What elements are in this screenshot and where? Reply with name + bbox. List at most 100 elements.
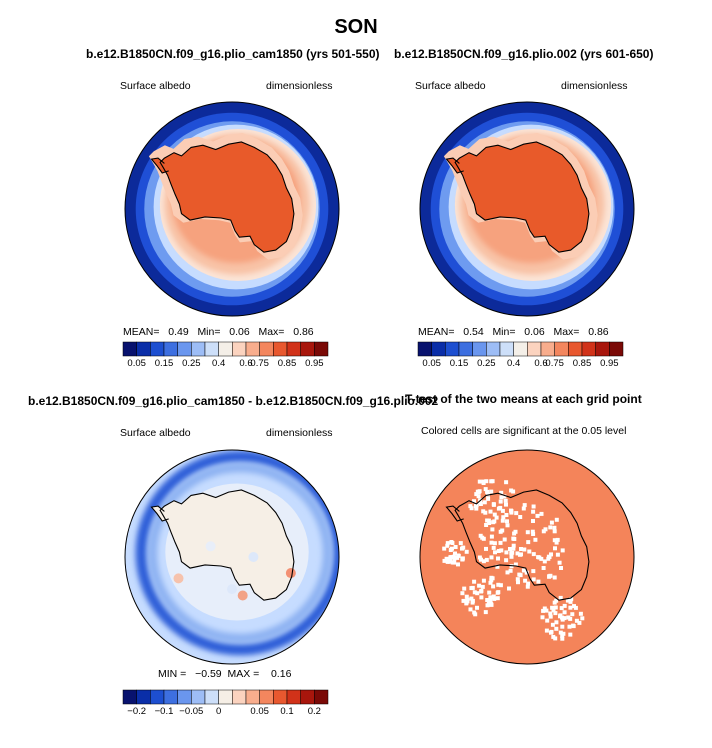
nonsignificant-cell [448,548,453,552]
nonsignificant-cell [492,596,497,601]
nonsignificant-cell [476,494,481,499]
nonsignificant-cell [565,598,570,603]
nonsignificant-cell [526,581,531,586]
nonsignificant-cell [477,479,482,484]
nonsignificant-cell [551,634,556,639]
nonsignificant-cell [521,568,526,573]
nonsignificant-cell [464,549,469,554]
panel3-stats: MIN = −0.59 MAX = 0.16 [158,668,292,680]
colorbar-cell [568,341,583,357]
nonsignificant-cell [477,555,482,560]
colorbar-cell [300,689,315,705]
diff-spot [248,552,259,562]
nonsignificant-cell [442,546,447,551]
colorbar-cell [314,341,329,357]
nonsignificant-cell [479,588,484,593]
nonsignificant-cell [479,557,483,562]
colorbar-cell [177,689,192,705]
nonsignificant-cell [483,510,488,515]
colorbar-cell [417,341,432,357]
nonsignificant-cell [451,554,456,559]
nonsignificant-cell [469,506,474,511]
colorbar-cell [540,341,555,357]
nonsignificant-cell [489,555,494,560]
panel3-title: b.e12.B1850CN.f09_g16.plio_cam1850 - b.e… [28,394,439,408]
diff-spot [285,568,296,579]
colorbar-cell [191,341,206,357]
colorbar-tick-label: 0.95 [305,358,324,369]
nonsignificant-cell [472,499,476,504]
nonsignificant-cell [526,540,531,545]
nonsignificant-cell [554,626,559,631]
nonsignificant-cell [548,525,553,530]
colorbar-cell [527,341,542,357]
nonsignificant-cell [509,510,514,515]
colorbar-cell [122,689,137,705]
nonsignificant-cell [560,624,565,629]
nonsignificant-cell [481,578,486,583]
nonsignificant-cell [475,605,479,610]
nonsignificant-cell [496,582,501,587]
nonsignificant-cell [483,610,488,615]
nonsignificant-cell [493,550,497,555]
nonsignificant-cell [480,584,485,589]
colorbar-tick-label: 0.25 [182,358,201,369]
colorbar-tick-label: 0.85 [572,358,592,369]
colorbar-tick-label: −0.1 [154,706,174,717]
nonsignificant-cell [509,488,514,493]
nonsignificant-cell [535,513,540,518]
nonsignificant-cell [559,606,564,611]
nonsignificant-cell [496,556,500,561]
map-boundary [419,449,635,665]
nonsignificant-cell [539,511,544,516]
colorbar-tick-label: 0.05 [127,358,146,369]
nonsignificant-cell [531,552,536,557]
nonsignificant-cell [487,521,492,525]
nonsignificant-cell [515,577,520,582]
nonsignificant-cell [482,500,487,505]
diff-spot [173,573,184,584]
nonsignificant-cell [507,586,511,591]
colorbar-cell [286,689,301,705]
nonsignificant-cell [468,607,473,612]
nonsignificant-cell [549,552,553,557]
nonsignificant-cell [560,634,565,638]
colorbar-cell [314,689,329,705]
colorbar-cell [273,689,288,705]
nonsignificant-cell [513,562,518,567]
colorbar-cell [445,341,460,357]
nonsignificant-cell [580,616,585,621]
nonsignificant-cell [498,499,503,504]
map-panel-3 [125,450,339,664]
panel1-stats: MEAN= 0.49 Min= 0.06 Max= 0.86 [123,326,314,338]
colorbar-cell [486,341,501,357]
colorbar-cell [259,341,274,357]
colorbar-tick-label: 0.05 [422,358,441,369]
colorbar-cell [136,341,151,357]
diff-negative-ring [147,462,333,644]
nonsignificant-cell [468,504,473,509]
nonsignificant-cell [458,541,463,546]
nonsignificant-cell [488,580,493,585]
nonsignificant-cell [479,595,484,600]
nonsignificant-cell [488,509,493,514]
nonsignificant-cell [498,583,503,588]
nonsignificant-cell [511,543,516,548]
panel3-units: dimensionless [266,427,333,439]
diff-spot [205,541,216,552]
ice-sheet [160,142,294,253]
nonsignificant-cell [469,596,474,601]
colorbar-cell [232,341,247,357]
nonsignificant-cell [477,583,482,588]
nonsignificant-cell [505,519,509,524]
panel4-subtitle: Colored cells are significant at the 0.0… [421,425,627,437]
nonsignificant-cell [504,480,509,485]
nonsignificant-cell [499,495,504,500]
nonsignificant-cell [578,611,583,616]
nonsignificant-cell [452,560,457,565]
colorbar-tick-label: 0.15 [154,358,174,369]
nonsignificant-cell [531,504,536,509]
nonsignificant-cell [481,479,486,484]
nonsignificant-cell [481,509,486,514]
nonsignificant-cell [472,610,477,615]
